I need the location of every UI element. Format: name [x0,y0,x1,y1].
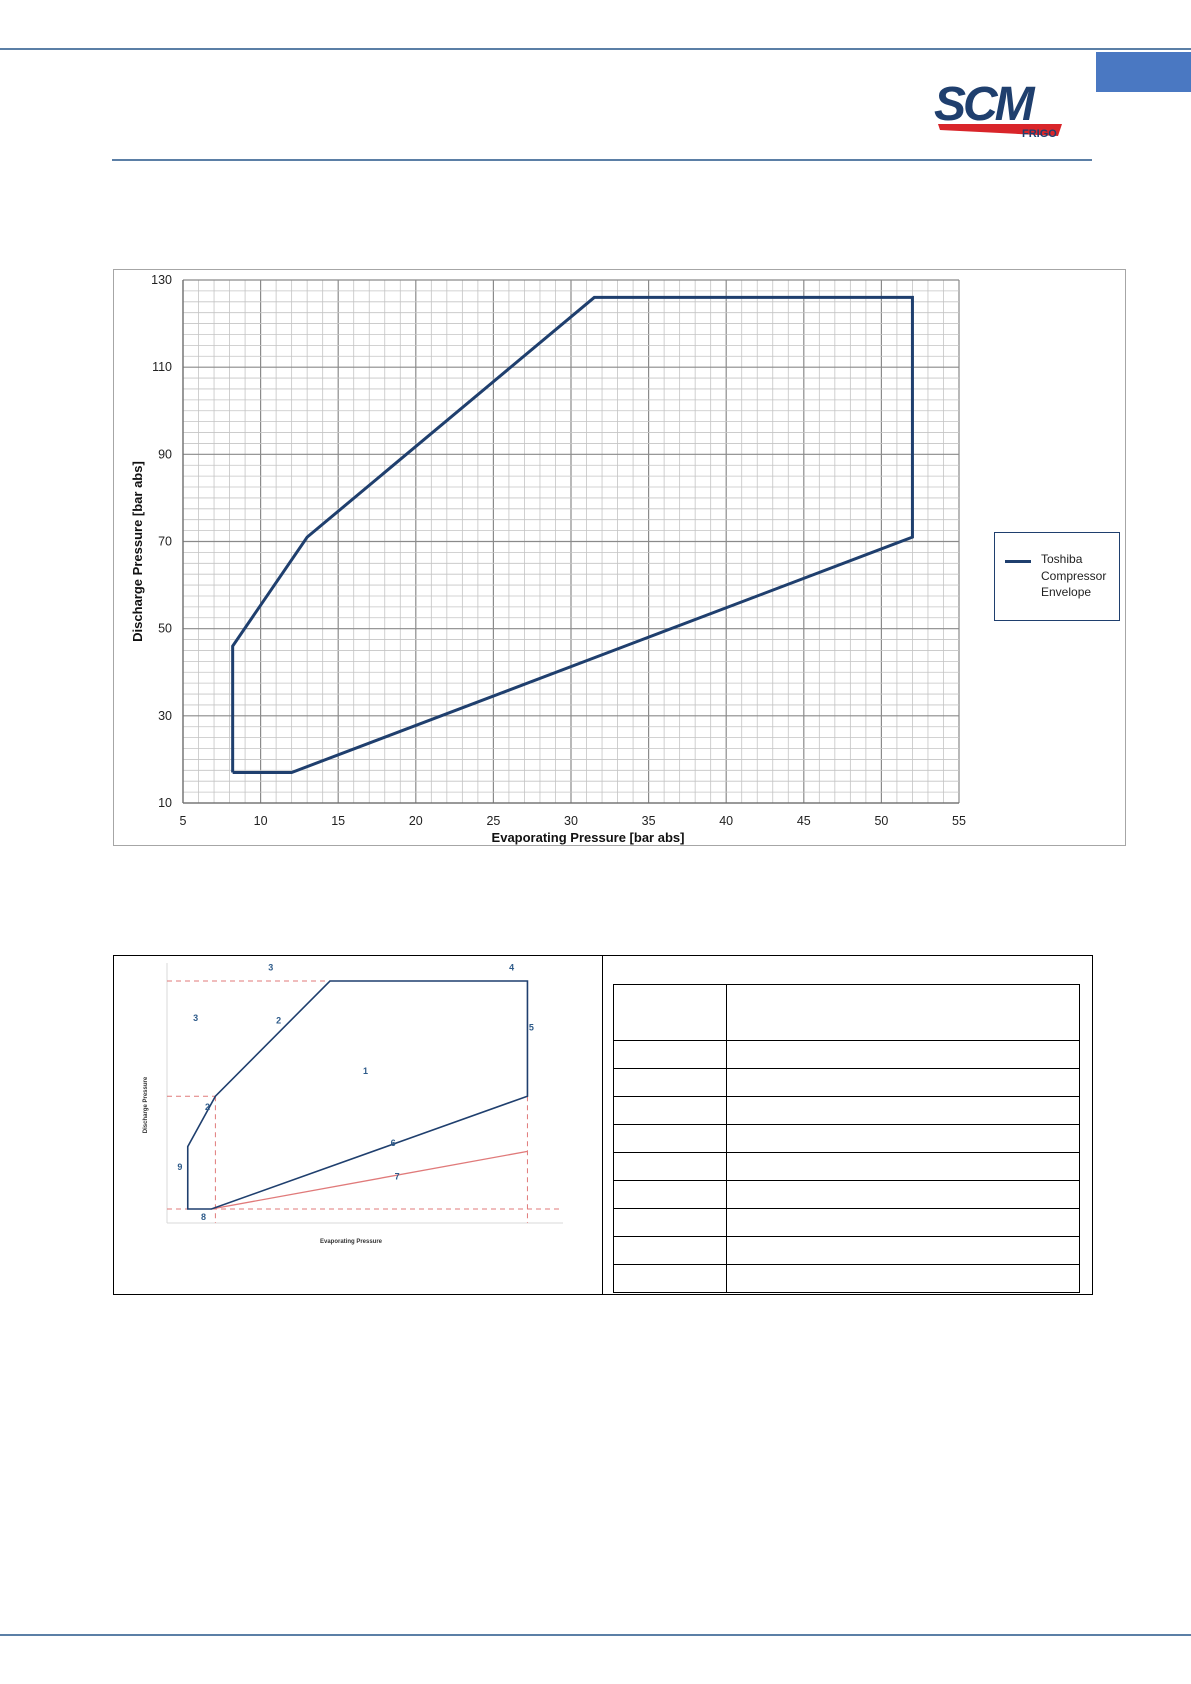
table-row [613,1124,1080,1153]
y-tick-label: 90 [158,447,172,461]
table-row [613,1264,1080,1293]
table-row [613,1180,1080,1209]
table-cell-value [726,1068,1080,1097]
region-label: 3 [268,963,273,973]
table-cell-key [613,984,727,1041]
x-tick-label: 45 [797,814,811,828]
y-axis-label: Discharge Pressure [bar abs] [130,461,145,642]
legend-swatch [1005,560,1031,563]
logo-subtext: FRIGO [1022,128,1057,140]
table-cell-value [726,1208,1080,1237]
region-label: 9 [177,1162,182,1172]
table-row [613,1068,1080,1097]
table-row [613,984,1080,1041]
top-rule [0,48,1191,50]
table-row [613,1152,1080,1181]
x-tick-label: 25 [486,814,500,828]
table-cell-key [613,1068,727,1097]
region-label: 4 [509,963,514,973]
y-tick-label: 10 [158,796,172,810]
region-label: 1 [363,1066,368,1076]
header-rule [112,159,1092,161]
table-cell-key [613,1208,727,1237]
table-cell-value [726,1264,1080,1293]
y-tick-label: 110 [152,360,172,374]
region-label: 5 [529,1023,534,1033]
table-cell-value [726,1096,1080,1125]
x-axis-label: Evaporating Pressure [bar abs] [492,830,685,845]
table-cell-value [726,984,1080,1041]
diagram-envelope [186,980,529,1210]
x-tick-label: 50 [874,814,888,828]
table-cell-key [613,1096,727,1125]
x-tick-label: 35 [642,814,656,828]
bottom-rule [0,1634,1191,1636]
x-tick-label: 40 [719,814,733,828]
scm-frigo-logo: SCM FRIGO [930,70,1070,142]
table-cell-key [613,1124,727,1153]
table-row [613,1236,1080,1265]
table-cell-value [726,1180,1080,1209]
region-diagram: 1 2 2 3 3 4 5 6 7 8 9 Evaporating Pressure Discharge… [143,963,563,1245]
region-label: 3 [193,1013,198,1023]
red-limit-line [211,1150,528,1210]
table-row [613,1208,1080,1237]
table-cell-value [726,1236,1080,1265]
diagram-x-label: Evaporating Pressure [320,1239,383,1245]
table-cell-key [613,1180,727,1209]
series-line-envelope [231,295,914,774]
table-cell-key [613,1040,727,1069]
header-accent-tab [1096,52,1191,92]
diagram-y-label: Discharge Pressure [143,1076,149,1133]
x-tick-label: 30 [564,814,578,828]
limits-table [613,984,1080,1293]
table-cell-value [726,1124,1080,1153]
x-tick-label: 10 [254,814,268,828]
table-cell-key [613,1236,727,1265]
diagram-panel [113,955,1093,1295]
y-tick-label: 130 [151,273,172,287]
y-tick-label: 50 [158,622,172,636]
region-label: 2 [205,1102,210,1112]
y-tick-label: 70 [158,535,172,549]
region-label: 8 [201,1212,206,1222]
x-tick-label: 55 [952,814,966,828]
envelope-chart-frame [113,269,1126,846]
x-tick-label: 5 [180,814,187,828]
y-tick-label: 30 [158,709,172,723]
table-cell-value [726,1152,1080,1181]
region-label: 2 [276,1015,281,1025]
table-cell-key [613,1264,727,1293]
table-cell-key [613,1152,727,1181]
x-tick-label: 20 [409,814,423,828]
logo-text: SCM [934,78,1036,131]
table-cell-value [726,1040,1080,1069]
logo-swoosh [938,124,1062,136]
region-label: 7 [395,1171,400,1181]
chart-legend: Toshiba Compressor Envelope [994,532,1120,621]
panel-divider [602,955,603,1295]
table-row [613,1096,1080,1125]
legend-label: Toshiba Compressor Envelope [1041,552,1107,599]
envelope-chart: 5 10 15 20 25 30 35 40 45 50 55 10 30 50 70 90 110 130 Eva… [130,273,966,845]
table-row [613,1040,1080,1069]
x-tick-label: 15 [331,814,345,828]
region-label: 6 [391,1138,396,1148]
